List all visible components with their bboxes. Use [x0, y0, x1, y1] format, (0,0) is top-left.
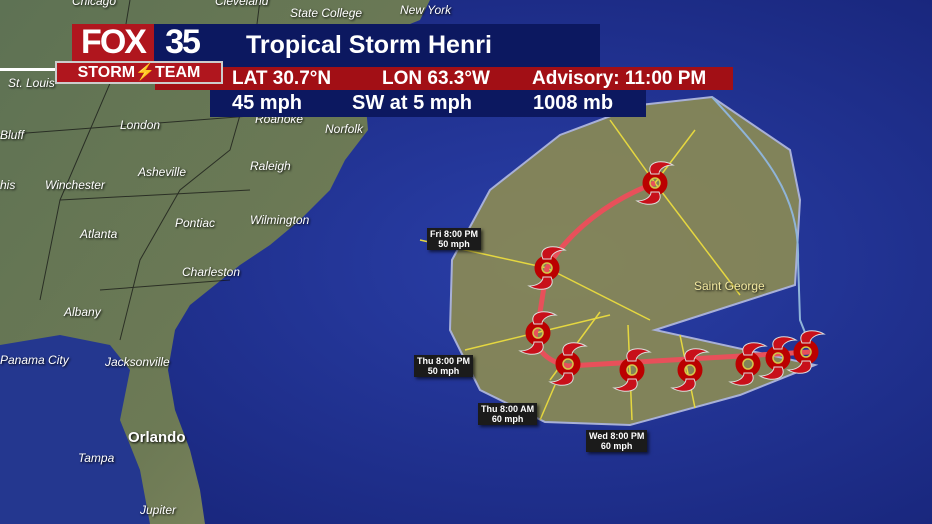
forecast-track-line — [532, 180, 811, 369]
city-label: Atlanta — [80, 227, 118, 241]
city-label: State College — [290, 6, 363, 20]
forecast-wind: 50 mph — [438, 239, 470, 249]
city-label: Albany — [64, 305, 101, 319]
forecast-time: Fri 8:00 PM — [430, 229, 479, 239]
fox-logo: FOX — [72, 24, 154, 61]
storm-title: Tropical Storm Henri — [210, 24, 600, 67]
forecast-label: Fri 8:00 PM 50 mph — [427, 228, 482, 250]
city-label: Winchester — [45, 178, 105, 192]
city-label: Chicago — [72, 0, 117, 8]
city-label: Norfolk — [325, 122, 364, 136]
forecast-label: Thu 8:00 AM 60 mph — [478, 403, 538, 425]
city-label: Panama City — [0, 353, 69, 367]
forecast-wind: 60 mph — [600, 441, 633, 451]
longitude: LON 63.3°W — [382, 68, 490, 89]
city-label: Orlando — [128, 429, 186, 446]
city-label: Asheville — [138, 165, 187, 179]
forecast-time: Wed 8:00 PM — [589, 431, 645, 441]
max-wind: 45 mph — [232, 92, 303, 114]
city-label: his — [0, 178, 16, 192]
past-track-line — [711, 96, 811, 346]
city-label: Jacksonville — [105, 355, 170, 369]
logo-divider — [0, 68, 55, 71]
intensity-bar: 45 mph SW at 5 mph 1008 mb — [210, 90, 646, 117]
city-label: London — [120, 118, 161, 132]
city-label: Bluff — [0, 128, 25, 142]
city-label: Jupiter — [140, 503, 177, 517]
city-label: Cleveland — [215, 0, 269, 8]
city-label: Wilmington — [250, 213, 310, 227]
pressure: 1008 mb — [533, 92, 614, 114]
forecast-wind: 50 mph — [427, 366, 460, 376]
advisory-time: Advisory: 11:00 PM — [532, 68, 707, 89]
city-label: St. Louis — [8, 76, 55, 90]
city-label: Charleston — [182, 265, 241, 279]
city-label: Saint George — [694, 279, 765, 293]
gulf — [0, 335, 150, 524]
forecast-wind: 60 mph — [491, 414, 524, 424]
city-label: Pontiac — [175, 216, 216, 230]
city-label: New York — [400, 3, 452, 17]
city-label: Raleigh — [250, 159, 291, 173]
movement: SW at 5 mph — [352, 92, 473, 114]
storm-team-logo: STORM⚡TEAM — [55, 61, 223, 84]
channel-logo: 35 — [154, 24, 210, 61]
position-bar: LAT 30.7°N LON 63.3°W Advisory: 11:00 PM — [155, 67, 733, 90]
forecast-time: Thu 8:00 PM — [417, 356, 471, 366]
latitude: LAT 30.7°N — [232, 68, 332, 89]
forecast-label: Wed 8:00 PM 60 mph — [586, 430, 648, 452]
forecast-label: Thu 8:00 PM 50 mph — [414, 355, 474, 377]
city-label: Tampa — [78, 451, 115, 465]
forecast-time: Thu 8:00 AM — [481, 404, 535, 414]
